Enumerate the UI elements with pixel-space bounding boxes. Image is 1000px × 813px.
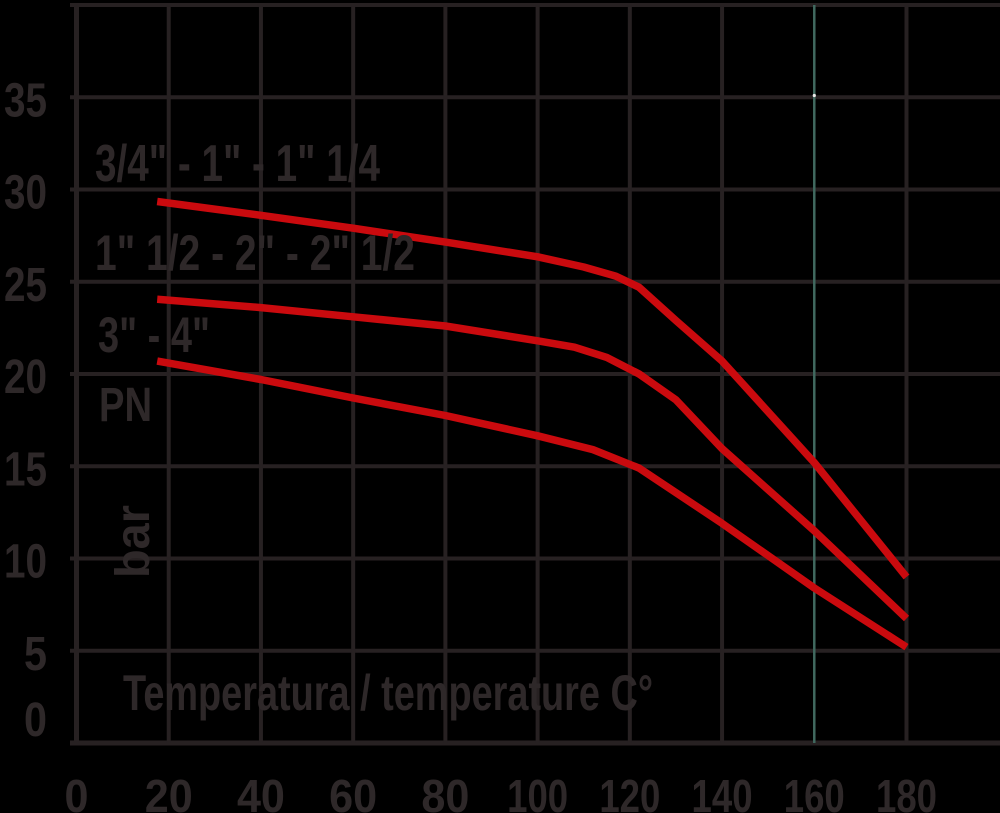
x-axis-title: Temperatura / temperature C° [123,665,653,721]
curve-medium-sizes [156,295,910,622]
x-tick-label-160: 160 [784,770,845,813]
y-axis-tick-labels: 0 5 10 15 20 25 30 35 [4,74,47,747]
y-axis-unit-bar-rotated: bar [107,505,160,578]
y-tick-label-20: 20 [4,351,47,404]
series-label-small-sizes: 3/4" - 1" - 1" 1/4 [95,135,380,193]
y-tick-label-0: 0 [24,694,47,747]
series-curves [156,197,910,651]
y-tick-label-30: 30 [4,167,47,220]
y-tick-label-5: 5 [24,628,47,681]
y-tick-label-10: 10 [4,536,47,589]
grid [70,3,1000,746]
x-tick-label-100: 100 [507,770,568,813]
x-axis-tick-labels: 0 20 40 60 80 100 120 140 160 180 [65,770,937,813]
curve-small-sizes [156,197,910,580]
x-tick-label-140: 140 [692,770,753,813]
series-label-medium-sizes: 1" 1/2 - 2" - 2" 1/2 [95,225,415,281]
y-tick-label-15: 15 [4,443,47,496]
x-tick-label-60: 60 [329,770,377,813]
x-tick-label-80: 80 [421,770,469,813]
artifact-dot [812,93,816,98]
x-tick-label-20: 20 [145,770,193,813]
curve-large-sizes [156,357,909,651]
y-tick-label-25: 25 [4,259,47,312]
x-tick-label-180: 180 [876,770,937,813]
x-tick-label-120: 120 [599,770,660,813]
x-tick-label-40: 40 [237,770,285,813]
x-tick-label-0: 0 [65,770,89,813]
y-axis-title-pn: PN [99,379,152,432]
series-label-large-sizes: 3" - 4" [98,307,210,363]
y-tick-label-35: 35 [4,74,47,127]
